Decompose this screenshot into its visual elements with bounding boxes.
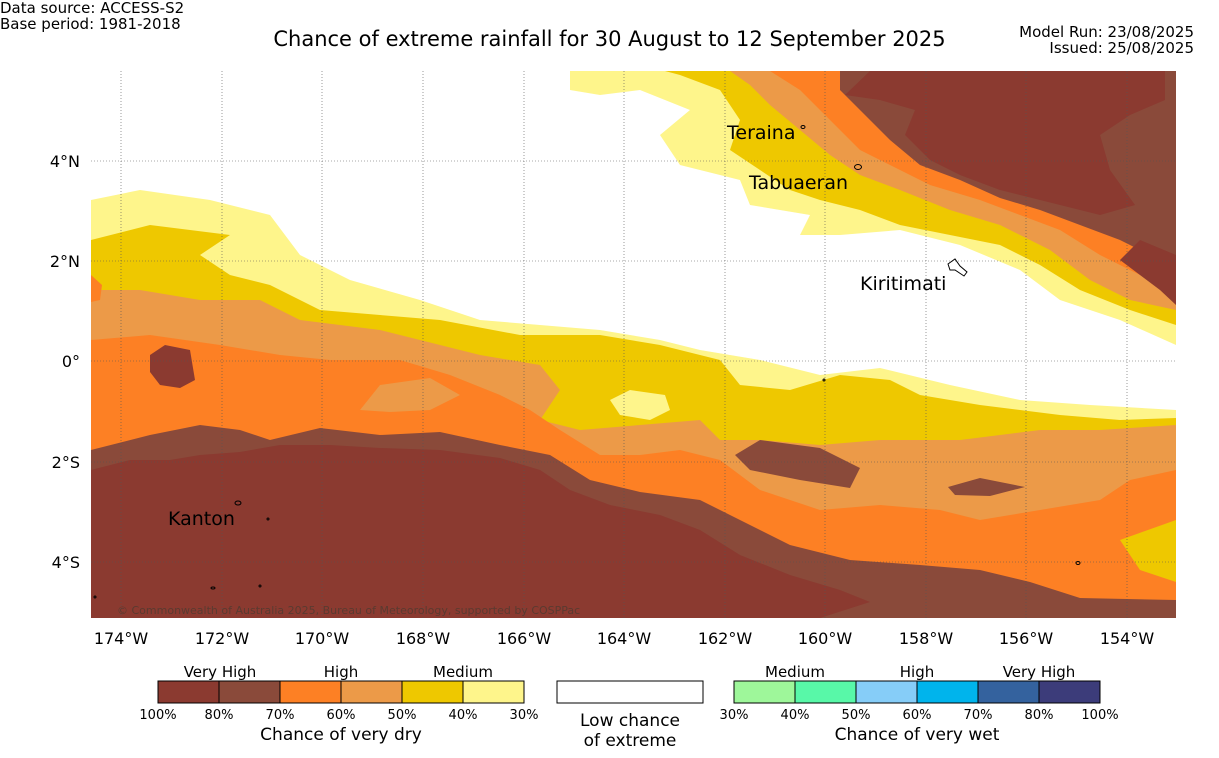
legend-low-chance: Low chance of extreme (556, 680, 704, 751)
lon-label: 164°W (597, 629, 652, 648)
place-label-kanton: Kanton (168, 508, 235, 530)
lon-label: 154°W (1100, 629, 1155, 648)
lon-label: 172°W (195, 629, 250, 648)
lon-label: 168°W (396, 629, 451, 648)
legend-dry-swatch (340, 680, 403, 704)
spot-dark-brown-east (1120, 240, 1176, 305)
lat-label: 2°S (52, 453, 80, 472)
legend-wet-tick: 100% (1081, 708, 1118, 723)
lon-label: 170°W (295, 629, 350, 648)
legend-dry-swatch (218, 680, 281, 704)
legend-wet-group: High (900, 663, 934, 681)
lon-label: 174°W (94, 629, 149, 648)
lat-label: 2°N (50, 252, 80, 271)
legend-wet-group: Very High (1003, 663, 1076, 681)
map-title: Chance of extreme rainfall for 30 August… (273, 27, 946, 51)
lat-label: 4°N (50, 152, 80, 171)
place-label-tabuaeran: Tabuaeran (748, 172, 848, 194)
legend-dry-group: High (324, 663, 358, 681)
copyright-text: © Commonwealth of Australia 2025, Bureau… (117, 604, 580, 617)
lon-label: 162°W (698, 629, 753, 648)
legend-dry-tick: 30% (510, 708, 539, 723)
legend-wet-swatch (916, 680, 979, 704)
legend-low-line1: Low chance (580, 711, 680, 731)
legend-dry-title: Chance of very dry (260, 725, 422, 745)
legend-low-line2: of extreme (584, 731, 677, 751)
legend-dry-swatch (279, 680, 342, 704)
legend-wet-tick: 50% (842, 708, 871, 723)
legend-low-swatch (556, 680, 704, 704)
legend-dry-swatch (157, 680, 220, 704)
legend-dry: Very High High Medium 100% 80% 70% 60% 50% 40… (139, 663, 538, 745)
lat-labels: 4°N 2°N 0° 2°S 4°S (50, 152, 80, 572)
place-label-teraina: Teraina (726, 122, 796, 144)
legend-dry-tick: 50% (388, 708, 417, 723)
legend-wet-tick: 80% (1025, 708, 1054, 723)
legend-wet-swatch (855, 680, 918, 704)
spot-white-hole (610, 390, 670, 420)
model-run-text: Model Run: 23/08/2025 (1019, 23, 1194, 41)
legend-dry-group: Medium (433, 663, 493, 681)
place-labels: Teraina Tabuaeran Kiritimati Kanton (168, 122, 946, 530)
legend-wet-swatch (733, 680, 796, 704)
lon-labels: 174°W 172°W 170°W 168°W 166°W 164°W 162°… (94, 629, 1155, 648)
island-tabuaeran (854, 164, 862, 170)
lon-label: 166°W (497, 629, 552, 648)
legend-wet-swatch (1038, 680, 1101, 704)
island-kanton (234, 500, 242, 506)
legend-dry-group: Very High (184, 663, 257, 681)
islands (93, 125, 1081, 599)
lat-label: 0° (62, 352, 80, 371)
lon-label: 156°W (999, 629, 1054, 648)
legend-wet-group: Medium (765, 663, 825, 681)
legend-dry-tick: 70% (266, 708, 295, 723)
legend-dry-tick: 80% (205, 708, 234, 723)
spot-orange-left (91, 275, 102, 302)
band-dark-brown-south (91, 445, 870, 618)
legend-dry-swatch (462, 680, 525, 704)
legend-dry-tick: 100% (139, 708, 176, 723)
graticule (91, 71, 1176, 618)
legend-wet-tick: 30% (720, 708, 749, 723)
legend-wet-swatch (977, 680, 1040, 704)
spot-dark-brown-se (948, 478, 1025, 496)
legend-wet-tick: 40% (781, 708, 810, 723)
issued-text: Issued: 25/08/2025 (1049, 39, 1194, 57)
data-source-text: Data source: ACCESS-S2 (0, 0, 185, 17)
spot-dark-brown-west (150, 345, 195, 388)
spot-dark-brown-center (735, 440, 860, 488)
lat-label: 4°S (52, 553, 80, 572)
legend-wet: Medium High Very High 30% 40% 50% 60% 70% 80%… (720, 663, 1119, 745)
base-period-text: Base period: 1981-2018 (0, 15, 181, 33)
data-source-info: Data source: ACCESS-S2 Base period: 1981… (0, 0, 184, 32)
lon-label: 160°W (798, 629, 853, 648)
band-dark-brown-ne (845, 71, 1165, 215)
legend-wet-tick: 70% (964, 708, 993, 723)
place-label-kiritimati: Kiritimati (860, 273, 946, 295)
legend-wet-tick: 60% (903, 708, 932, 723)
legend-wet-title: Chance of very wet (835, 725, 1000, 745)
lon-label: 158°W (899, 629, 954, 648)
legend-dry-tick: 40% (449, 708, 478, 723)
spot-yellow-south-east (1120, 520, 1176, 582)
map-contours (91, 71, 1176, 618)
legend-dry-swatch (401, 680, 464, 704)
legend-dry-tick: 60% (327, 708, 356, 723)
legend-wet-swatch (794, 680, 857, 704)
island-kiritimati (947, 258, 968, 277)
island-teraina (800, 125, 806, 129)
model-run-info: Model Run: 23/08/2025 Issued: 25/08/2025 (1019, 24, 1194, 56)
spot-light-orange-center (360, 378, 460, 412)
